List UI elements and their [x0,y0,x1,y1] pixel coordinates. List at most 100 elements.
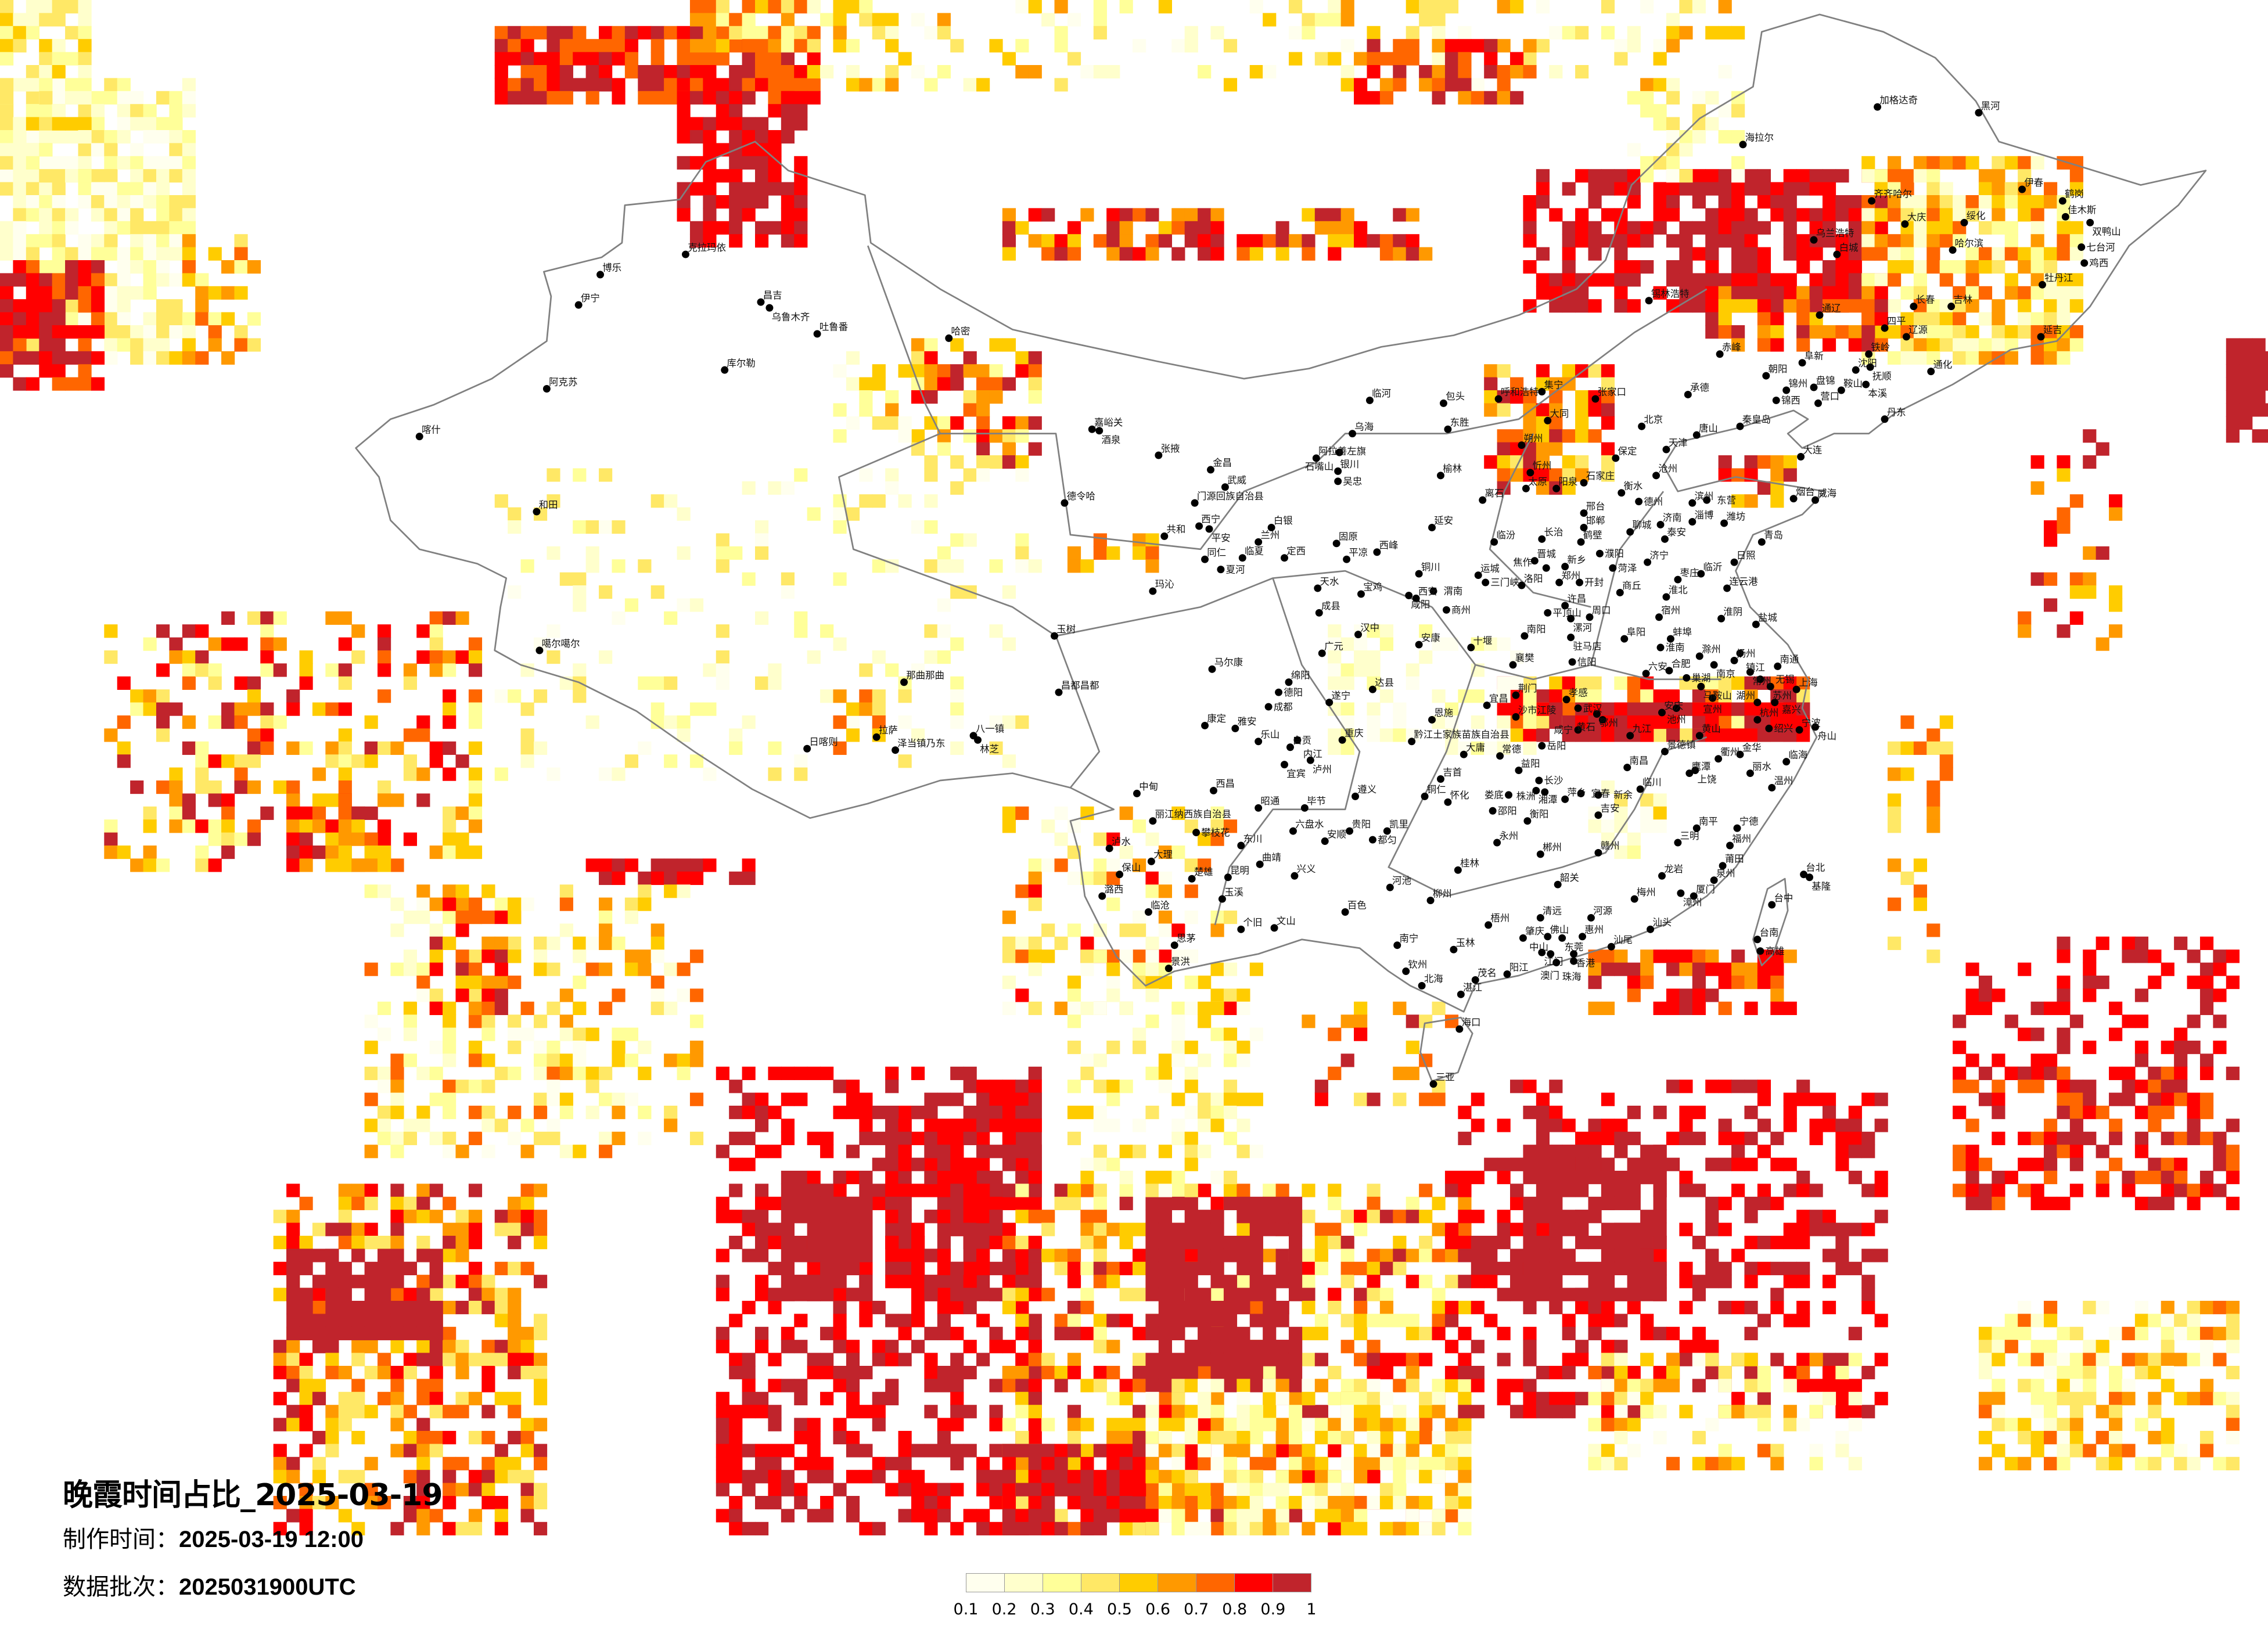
heatmap-cell [729,1157,743,1171]
heatmap-cell [1302,208,1315,222]
heatmap-cell [807,1509,821,1523]
heatmap-cell [247,754,261,768]
heatmap-cell [1926,195,1940,209]
heatmap-cell [260,702,274,716]
heatmap-cell [976,468,990,482]
heatmap-cell [1106,1509,1120,1523]
heatmap-cell [299,846,313,859]
heatmap-cell [1913,312,1928,326]
heatmap-cell [312,806,326,820]
heatmap-cell [781,221,795,235]
heatmap-cell [1015,1236,1029,1250]
heatmap-cell [573,663,587,677]
heatmap-cell [846,1366,860,1380]
heatmap-cell [1015,533,1029,547]
heatmap-cell [1770,1236,1784,1250]
heatmap-cell [2018,286,2032,300]
heatmap-cell [585,91,599,105]
heatmap-cell [1444,1444,1459,1458]
heatmap-cell [1770,299,1784,313]
heatmap-cell [755,130,769,144]
heatmap-cell [833,1249,847,1262]
heatmap-cell [416,1236,430,1250]
heatmap-cell [390,1340,404,1354]
heatmap-cell [976,1157,990,1171]
heatmap-cell [1575,403,1589,417]
heatmap-cell [963,1106,977,1120]
heatmap-cell [1328,208,1342,222]
heatmap-cell [638,559,652,573]
heatmap-cell [208,663,222,677]
heatmap-cell [1861,1405,1875,1419]
heatmap-cell [1080,1444,1094,1458]
heatmap-cell [1184,1444,1198,1458]
heatmap-cell [716,195,729,209]
heatmap-cell [1744,169,1758,183]
heatmap-cell [1627,1196,1641,1210]
heatmap-cell [1028,234,1042,248]
heatmap-cell [2057,1041,2071,1055]
heatmap-cell [1093,1340,1107,1354]
heatmap-cell [2043,299,2058,313]
heatmap-cell [1679,702,1693,716]
heatmap-cell [1744,1196,1758,1210]
heatmap-cell [885,1236,899,1250]
heatmap-cell [1549,26,1563,39]
heatmap-cell [898,689,912,703]
heatmap-cell [1796,1222,1810,1236]
heatmap-cell [1406,1352,1419,1366]
heatmap-cell [1627,299,1641,313]
heatmap-cell [1653,1222,1667,1236]
heatmap-cell [2004,234,2018,248]
heatmap-cell [91,299,105,313]
heatmap-cell [39,91,53,105]
heatmap-cell [1705,1080,1719,1093]
heatmap-cell [39,182,53,196]
heatmap-cell [533,1066,548,1080]
heatmap-cell [130,858,144,872]
heatmap-cell [1288,1509,1303,1523]
heatmap-cell [1067,1496,1081,1510]
heatmap-cell [443,1027,457,1041]
heatmap-cell [794,1496,808,1510]
heatmap-cell [1992,338,2005,352]
heatmap-cell [1379,1210,1394,1224]
heatmap-cell [1249,1509,1263,1523]
heatmap-cell [1054,1509,1068,1523]
heatmap-cell [364,1326,378,1340]
heatmap-cell [390,1053,404,1067]
heatmap-cell [1263,1314,1277,1328]
heatmap-cell [286,1352,300,1366]
heatmap-cell [2030,234,2044,248]
heatmap-cell [1861,169,1875,183]
heatmap-cell [0,130,14,144]
heatmap-cell [1223,1340,1238,1354]
heatmap-cell [898,1444,912,1458]
heatmap-cell [455,911,469,924]
heatmap-cell [260,741,274,755]
heatmap-cell [2018,260,2032,274]
heatmap-cell [1953,1145,1967,1159]
heatmap-cell [78,13,92,27]
heatmap-cell [624,949,639,963]
heatmap-cell [1575,468,1589,482]
heatmap-cell [273,637,287,651]
heatmap-cell [403,1210,417,1224]
heatmap-cell [416,1249,430,1262]
heatmap-cell [1770,195,1784,209]
heatmap-cell [1367,39,1381,53]
heatmap-cell [1835,195,1849,209]
heatmap-cell [1354,52,1368,66]
heatmap-cell [234,780,248,794]
heatmap-cell [1249,1249,1263,1262]
heatmap-cell [508,52,522,66]
heatmap-cell [1379,1287,1394,1301]
heatmap-cell [1223,1456,1238,1470]
heatmap-cell [872,364,886,378]
heatmap-cell [924,1496,938,1510]
heatmap-cell [1562,1287,1576,1301]
heatmap-cell [950,1391,964,1405]
heatmap-cell [1067,1196,1081,1210]
heatmap-cell [1992,325,2005,339]
heatmap-cell [1093,1444,1107,1458]
